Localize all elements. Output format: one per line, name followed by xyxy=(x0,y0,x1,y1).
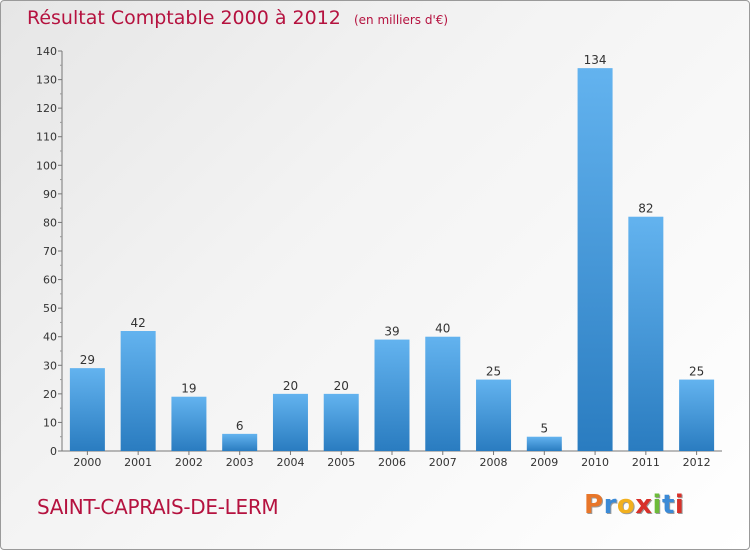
logo-letter: o xyxy=(616,490,636,520)
y-tick-label: 90 xyxy=(43,188,57,201)
x-tick-label: 2010 xyxy=(581,456,609,469)
bar-value-label: 82 xyxy=(638,202,653,216)
bar-value-label: 40 xyxy=(435,322,450,336)
chart-bars xyxy=(69,68,715,452)
bar xyxy=(120,331,156,451)
logo-letter: r xyxy=(603,490,617,520)
chart-title-main: Résultat Comptable 2000 à 2012 xyxy=(27,7,341,29)
bar xyxy=(526,436,562,451)
y-tick-label: 110 xyxy=(36,131,57,144)
bar xyxy=(679,379,715,451)
chart-title-unit: (en milliers d'€) xyxy=(353,13,449,27)
bar xyxy=(425,336,461,451)
proxiti-logo: Proxiti xyxy=(584,490,684,520)
commune-name: SAINT-CAPRAIS-DE-LERM xyxy=(37,495,279,519)
x-tick-label: 2011 xyxy=(632,456,660,469)
x-tick-label: 2000 xyxy=(73,456,101,469)
y-tick-label: 40 xyxy=(43,331,57,344)
bar-value-label: 20 xyxy=(334,379,349,393)
x-tick-label: 2004 xyxy=(276,456,304,469)
bar xyxy=(374,339,410,451)
y-tick-label: 70 xyxy=(43,245,57,258)
y-tick-label: 0 xyxy=(50,445,57,458)
logo-letter: x xyxy=(635,490,653,520)
bar-value-label: 20 xyxy=(283,379,298,393)
chart-title: Résultat Comptable 2000 à 2012 (en milli… xyxy=(27,7,448,29)
bar xyxy=(577,68,613,452)
bar xyxy=(222,433,258,451)
x-tick-label: 2006 xyxy=(378,456,406,469)
y-tick-label: 130 xyxy=(36,74,57,87)
bar-value-label: 6 xyxy=(236,419,244,433)
y-tick-label: 10 xyxy=(43,416,57,429)
bar xyxy=(628,216,664,451)
logo-letter: i xyxy=(652,490,662,520)
bar-value-label: 25 xyxy=(486,365,501,379)
logo-letter: i xyxy=(674,490,685,520)
y-tick-label: 100 xyxy=(36,159,57,172)
chart-labels: 0 10 20 30 40 50 60 70 80 90 100 110 120 130 140 2000 29… xyxy=(36,45,711,469)
x-tick-label: 2003 xyxy=(226,456,254,469)
bar-value-label: 25 xyxy=(689,365,704,379)
bar-value-label: 29 xyxy=(80,353,95,367)
bar-value-label: 5 xyxy=(540,422,548,436)
bar xyxy=(476,379,512,451)
x-tick-label: 2009 xyxy=(530,456,558,469)
logo-letter: P xyxy=(584,490,604,520)
x-tick-label: 2012 xyxy=(683,456,711,469)
bar xyxy=(323,393,359,451)
x-tick-label: 2008 xyxy=(480,456,508,469)
y-tick-label: 50 xyxy=(43,302,57,315)
y-tick-label: 80 xyxy=(43,216,57,229)
y-tick-label: 20 xyxy=(43,388,57,401)
x-tick-label: 2007 xyxy=(429,456,457,469)
y-tick-label: 30 xyxy=(43,359,57,372)
bar xyxy=(272,393,308,451)
bar xyxy=(171,396,207,451)
y-tick-label: 60 xyxy=(43,274,57,287)
x-tick-label: 2001 xyxy=(124,456,152,469)
x-tick-label: 2005 xyxy=(327,456,355,469)
bar-value-label: 19 xyxy=(181,382,196,396)
bar xyxy=(69,368,105,451)
y-tick-label: 120 xyxy=(36,102,57,115)
bar-value-label: 42 xyxy=(131,316,146,330)
bar-value-label: 134 xyxy=(584,53,607,67)
y-tick-label: 140 xyxy=(36,45,57,58)
bar-value-label: 39 xyxy=(384,325,399,339)
logo-letter: t xyxy=(661,490,675,520)
x-tick-label: 2002 xyxy=(175,456,203,469)
